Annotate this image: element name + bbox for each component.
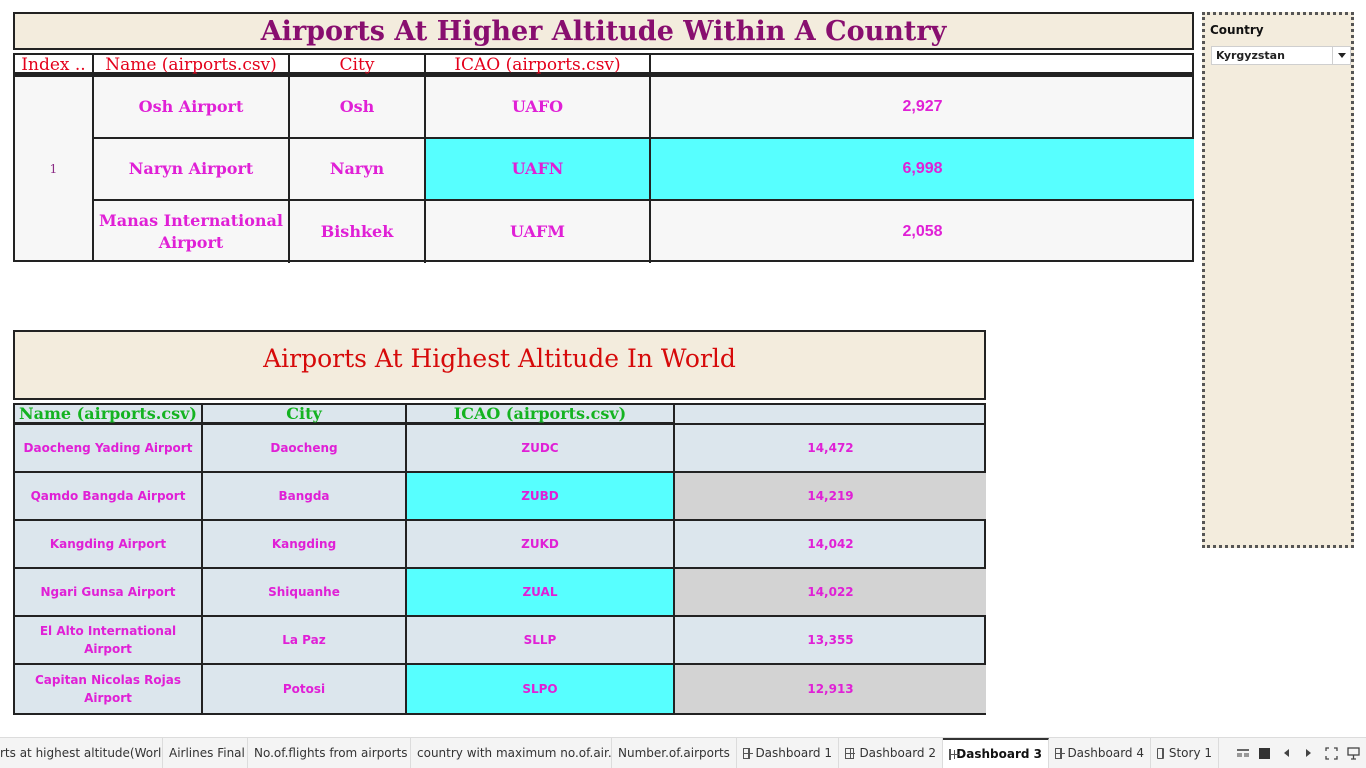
top-table-body: 1 Osh Airport Osh UAFO 2,927 Naryn Airport Na… <box>13 75 1194 263</box>
header-name[interactable]: Name (airports.csv) <box>94 55 290 74</box>
altitude-cell[interactable]: 13,355 <box>675 617 986 665</box>
airport-name-cell[interactable]: Qamdo Bangda Airport <box>15 473 203 521</box>
sheet-tab[interactable]: Dashboard 4 <box>1049 738 1151 768</box>
airport-name-cell[interactable]: Osh Airport <box>94 77 290 139</box>
table-row[interactable]: Ngari Gunsa Airport Shiquanhe ZUAL 14,022 <box>15 569 986 617</box>
dashboard-icon <box>743 747 754 759</box>
dashboard-icon <box>845 747 856 759</box>
table-row[interactable]: Daocheng Yading Airport Daocheng ZUDC 14,47… <box>15 425 986 473</box>
fullscreen-icon[interactable] <box>1323 746 1339 760</box>
bottom-table-header: Name (airports.csv) City ICAO (airports.… <box>13 403 986 425</box>
sheet-tab-label: Dashboard 3 <box>956 747 1042 761</box>
icao-cell[interactable]: ZUDC <box>407 425 675 473</box>
sheet-tab-label: Story 1 <box>1168 746 1212 760</box>
sheet-tab-label: Dashboard 1 <box>755 746 832 760</box>
header-altitude <box>651 55 1192 74</box>
next-sheet-icon[interactable] <box>1303 746 1313 760</box>
header-icao[interactable]: ICAO (airports.csv) <box>426 55 651 74</box>
table-row[interactable]: Naryn Airport Naryn UAFN 6,998 <box>94 139 1194 201</box>
sheet-tab[interactable]: Dashboard 2 <box>839 738 943 768</box>
header-city[interactable]: City <box>203 404 407 424</box>
sheet-tab-label: Number.of.airports <box>618 746 730 760</box>
sheet-tab[interactable]: Airlines Final <box>163 738 248 768</box>
city-cell[interactable]: Potosi <box>203 665 407 713</box>
country-dropdown-value: Kyrgyzstan <box>1216 49 1285 62</box>
icao-cell[interactable]: UAFM <box>426 201 651 263</box>
icao-cell[interactable]: UAFN <box>426 139 651 201</box>
country-dropdown[interactable]: Kyrgyzstan <box>1211 46 1351 65</box>
top-table-header: Index .. Name (airports.csv) City ICAO (… <box>13 53 1194 75</box>
filmstrip-icon[interactable] <box>1258 746 1270 760</box>
altitude-cell[interactable]: 14,042 <box>675 521 986 569</box>
dashboard-icon <box>1055 747 1066 759</box>
table-row[interactable]: Qamdo Bangda Airport Bangda ZUBD 14,219 <box>15 473 986 521</box>
city-cell[interactable]: La Paz <box>203 617 407 665</box>
header-city[interactable]: City <box>290 55 426 74</box>
airport-name-cell[interactable]: Capitan Nicolas Rojas Airport <box>15 665 203 713</box>
sheet-tab[interactable]: Dashboard 3 <box>943 738 1049 768</box>
city-cell[interactable]: Daocheng <box>203 425 407 473</box>
chevron-down-icon[interactable] <box>1332 47 1350 64</box>
header-name[interactable]: Name (airports.csv) <box>15 404 203 424</box>
bottom-table-title: Airports At Highest Altitude In World <box>13 330 986 400</box>
index-cell[interactable]: 1 <box>15 77 94 260</box>
presentation-icon[interactable] <box>1345 746 1361 760</box>
city-cell[interactable]: Shiquanhe <box>203 569 407 617</box>
icao-cell[interactable]: SLLP <box>407 617 675 665</box>
airport-name-cell[interactable]: Manas International Airport <box>94 201 290 263</box>
header-index[interactable]: Index .. <box>15 55 94 74</box>
altitude-cell[interactable]: 2,058 <box>902 223 943 240</box>
dashboard-icon <box>949 748 961 760</box>
table-row[interactable]: Osh Airport Osh UAFO 2,927 <box>94 77 1194 139</box>
altitude-cell[interactable]: 14,022 <box>675 569 986 617</box>
altitude-cell[interactable]: 14,219 <box>675 473 986 521</box>
sheet-tab[interactable]: Dashboard 1 <box>737 738 839 768</box>
sheet-tab-label: Airlines Final <box>169 746 245 760</box>
icao-cell[interactable]: ZUAL <box>407 569 675 617</box>
altitude-cell[interactable]: 14,472 <box>675 425 986 473</box>
sheet-tab-bar: rts at highest altitude(Worl... Airlines … <box>0 737 1366 768</box>
sheet-tab-label: country with maximum no.of.air... <box>417 746 612 760</box>
sheet-tab-label: Dashboard 2 <box>859 746 936 760</box>
altitude-cell[interactable]: 6,998 <box>651 139 1194 201</box>
altitude-cell[interactable]: 12,913 <box>675 665 986 713</box>
sheet-tab[interactable]: Number.of.airports <box>612 738 737 768</box>
sheet-tab-label: No.of.flights from airports <box>254 746 408 760</box>
country-filter-panel: Country Kyrgyzstan <box>1202 12 1354 548</box>
header-icao[interactable]: ICAO (airports.csv) <box>407 404 675 424</box>
sheet-tab-label: Dashboard 4 <box>1067 746 1144 760</box>
sheet-tab[interactable]: Story 1 <box>1151 738 1219 768</box>
sheet-tab[interactable]: rts at highest altitude(Worl... <box>0 738 163 768</box>
city-cell[interactable]: Bishkek <box>290 201 426 263</box>
table-row[interactable]: El Alto International Airport La Paz SLLP 1… <box>15 617 986 665</box>
icao-cell[interactable]: UAFO <box>426 77 651 139</box>
airport-name-cell[interactable]: Ngari Gunsa Airport <box>15 569 203 617</box>
bottom-table-body: Daocheng Yading Airport Daocheng ZUDC 14,47… <box>13 425 986 715</box>
top-table-title: Airports At Higher Altitude Within A Cou… <box>13 12 1194 50</box>
icao-cell[interactable]: SLPO <box>407 665 675 713</box>
airport-name-cell[interactable]: Daocheng Yading Airport <box>15 425 203 473</box>
altitude-cell[interactable]: 2,927 <box>651 77 1194 139</box>
filter-label: Country <box>1210 23 1264 37</box>
airport-name-cell[interactable]: Kangding Airport <box>15 521 203 569</box>
table-row[interactable]: Capitan Nicolas Rojas Airport Potosi SLPO 1… <box>15 665 986 713</box>
city-cell[interactable]: Bangda <box>203 473 407 521</box>
city-cell[interactable]: Naryn <box>290 139 426 201</box>
table-row[interactable]: Kangding Airport Kangding ZUKD 14,042 <box>15 521 986 569</box>
previous-sheet-icon[interactable] <box>1282 746 1292 760</box>
sheet-tab[interactable]: No.of.flights from airports <box>248 738 411 768</box>
sheet-tab-label: rts at highest altitude(Worl... <box>0 746 163 760</box>
city-cell[interactable]: Kangding <box>203 521 407 569</box>
sheet-tab[interactable]: country with maximum no.of.air... <box>411 738 612 768</box>
header-altitude <box>675 405 986 424</box>
airport-name-cell[interactable]: El Alto International Airport <box>15 617 203 665</box>
airport-name-cell[interactable]: Naryn Airport <box>94 139 290 201</box>
show-sheets-icon[interactable] <box>1236 746 1250 760</box>
city-cell[interactable]: Osh <box>290 77 426 139</box>
icao-cell[interactable]: ZUKD <box>407 521 675 569</box>
icao-cell[interactable]: ZUBD <box>407 473 675 521</box>
table-row[interactable]: Manas International Airport Bishkek UAFM 2,… <box>94 201 1194 263</box>
story-icon <box>1157 747 1164 759</box>
